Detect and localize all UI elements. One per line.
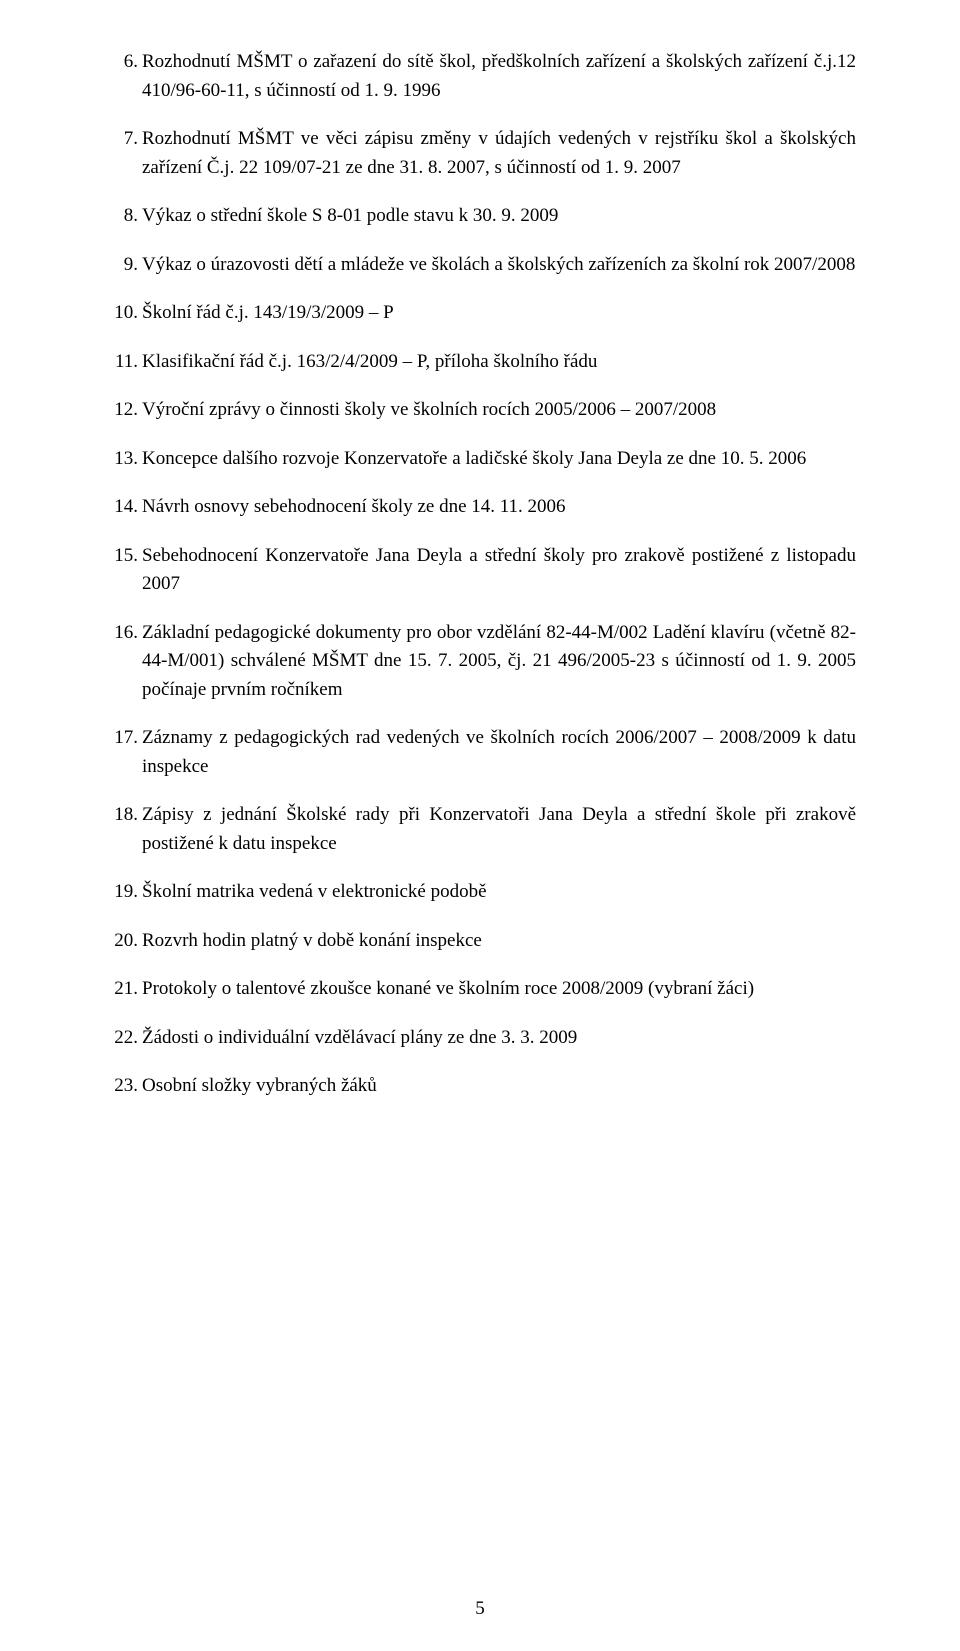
- item-text: Školní řád č.j. 143/19/3/2009 – P: [142, 299, 856, 328]
- list-item: 17. Záznamy z pedagogických rad vedených…: [104, 724, 856, 781]
- document-page: 6. Rozhodnutí MŠMT o zařazení do sítě šk…: [0, 0, 960, 1651]
- list-item: 6. Rozhodnutí MŠMT o zařazení do sítě šk…: [104, 48, 856, 105]
- item-number: 16.: [104, 619, 142, 705]
- item-number: 22.: [104, 1024, 142, 1053]
- item-number: 14.: [104, 493, 142, 522]
- item-number: 7.: [104, 125, 142, 182]
- item-text: Sebehodnocení Konzervatoře Jana Deyla a …: [142, 542, 856, 599]
- item-number: 23.: [104, 1072, 142, 1101]
- list-item: 14. Návrh osnovy sebehodnocení školy ze …: [104, 493, 856, 522]
- item-number: 9.: [104, 251, 142, 280]
- item-number: 12.: [104, 396, 142, 425]
- item-text: Záznamy z pedagogických rad vedených ve …: [142, 724, 856, 781]
- item-number: 18.: [104, 801, 142, 858]
- page-number: 5: [0, 1595, 960, 1624]
- list-item: 15. Sebehodnocení Konzervatoře Jana Deyl…: [104, 542, 856, 599]
- item-text: Koncepce dalšího rozvoje Konzervatoře a …: [142, 445, 856, 474]
- list-item: 10. Školní řád č.j. 143/19/3/2009 – P: [104, 299, 856, 328]
- item-number: 21.: [104, 975, 142, 1004]
- item-text: Protokoly o talentové zkoušce konané ve …: [142, 975, 856, 1004]
- item-text: Rozvrh hodin platný v době konání inspek…: [142, 927, 856, 956]
- list-item: 7. Rozhodnutí MŠMT ve věci zápisu změny …: [104, 125, 856, 182]
- item-text: Návrh osnovy sebehodnocení školy ze dne …: [142, 493, 856, 522]
- item-text: Základní pedagogické dokumenty pro obor …: [142, 619, 856, 705]
- item-number: 19.: [104, 878, 142, 907]
- item-text: Rozhodnutí MŠMT o zařazení do sítě škol,…: [142, 48, 856, 105]
- item-text: Zápisy z jednání Školské rady při Konzer…: [142, 801, 856, 858]
- item-text: Výroční zprávy o činnosti školy ve školn…: [142, 396, 856, 425]
- list-item: 19. Školní matrika vedená v elektronické…: [104, 878, 856, 907]
- item-number: 20.: [104, 927, 142, 956]
- list-item: 20. Rozvrh hodin platný v době konání in…: [104, 927, 856, 956]
- list-item: 23. Osobní složky vybraných žáků: [104, 1072, 856, 1101]
- list-item: 13. Koncepce dalšího rozvoje Konzervatoř…: [104, 445, 856, 474]
- list-item: 8. Výkaz o střední škole S 8-01 podle st…: [104, 202, 856, 231]
- list-item: 9. Výkaz o úrazovosti dětí a mládeže ve …: [104, 251, 856, 280]
- item-text: Rozhodnutí MŠMT ve věci zápisu změny v ú…: [142, 125, 856, 182]
- item-number: 10.: [104, 299, 142, 328]
- item-number: 8.: [104, 202, 142, 231]
- list-item: 12. Výroční zprávy o činnosti školy ve š…: [104, 396, 856, 425]
- item-text: Osobní složky vybraných žáků: [142, 1072, 856, 1101]
- item-text: Školní matrika vedená v elektronické pod…: [142, 878, 856, 907]
- item-text: Výkaz o úrazovosti dětí a mládeže ve ško…: [142, 251, 856, 280]
- item-number: 17.: [104, 724, 142, 781]
- list-item: 11. Klasifikační řád č.j. 163/2/4/2009 –…: [104, 348, 856, 377]
- list-item: 16. Základní pedagogické dokumenty pro o…: [104, 619, 856, 705]
- item-number: 15.: [104, 542, 142, 599]
- item-text: Klasifikační řád č.j. 163/2/4/2009 – P, …: [142, 348, 856, 377]
- item-text: Výkaz o střední škole S 8-01 podle stavu…: [142, 202, 856, 231]
- item-number: 6.: [104, 48, 142, 105]
- item-text: Žádosti o individuální vzdělávací plány …: [142, 1024, 856, 1053]
- numbered-list: 6. Rozhodnutí MŠMT o zařazení do sítě šk…: [104, 48, 856, 1101]
- list-item: 21. Protokoly o talentové zkoušce konané…: [104, 975, 856, 1004]
- item-number: 13.: [104, 445, 142, 474]
- item-number: 11.: [104, 348, 142, 377]
- list-item: 18. Zápisy z jednání Školské rady při Ko…: [104, 801, 856, 858]
- list-item: 22. Žádosti o individuální vzdělávací pl…: [104, 1024, 856, 1053]
